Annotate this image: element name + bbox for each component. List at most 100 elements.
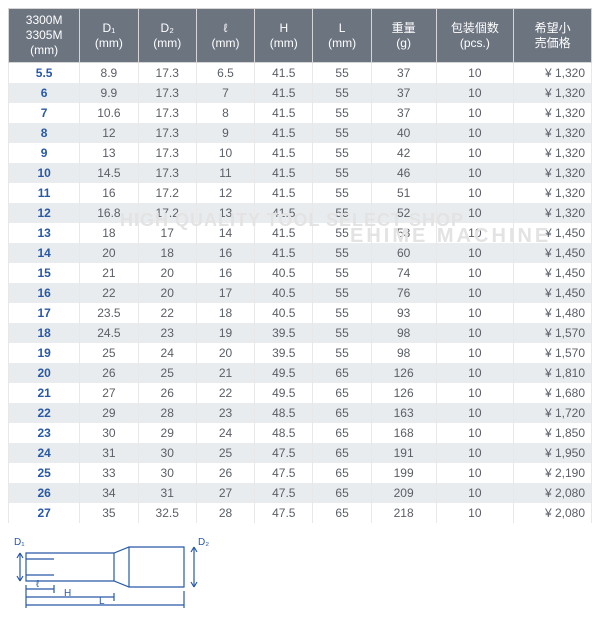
table-cell: 76 <box>371 283 436 303</box>
spec-table: 3300M3305M(mm)D₁(mm)D₂(mm)ℓ(mm)H(mm)L(mm… <box>8 8 592 523</box>
table-cell: 209 <box>371 483 436 503</box>
table-cell: 48.5 <box>255 423 313 443</box>
table-cell: 41.5 <box>255 123 313 143</box>
table-cell: ¥ 1,320 <box>514 63 592 84</box>
table-row: 2431302547.56519110¥ 1,950 <box>9 443 592 463</box>
table-cell: 17.2 <box>138 183 196 203</box>
table-cell: 10 <box>436 443 514 463</box>
table-cell: ¥ 1,320 <box>514 143 592 163</box>
table-cell: ¥ 2,080 <box>514 483 592 503</box>
table-cell: 20 <box>138 283 196 303</box>
table-cell: 10 <box>436 303 514 323</box>
table-cell: 47.5 <box>255 483 313 503</box>
table-cell: 51 <box>371 183 436 203</box>
table-cell: ¥ 1,450 <box>514 283 592 303</box>
table-row: 81217.3941.5554010¥ 1,320 <box>9 123 592 143</box>
table-cell: 21 <box>9 383 80 403</box>
table-cell: 10 <box>9 163 80 183</box>
table-cell: 32.5 <box>138 503 196 523</box>
column-header: 希望小売価格 <box>514 9 592 63</box>
table-cell: 35 <box>80 503 138 523</box>
table-cell: 37 <box>371 83 436 103</box>
table-cell: 46 <box>371 163 436 183</box>
table-cell: ¥ 1,680 <box>514 383 592 403</box>
table-cell: ¥ 1,850 <box>514 423 592 443</box>
table-cell: 22 <box>196 383 254 403</box>
table-cell: 168 <box>371 423 436 443</box>
table-cell: 10 <box>196 143 254 163</box>
table-cell: 55 <box>313 343 371 363</box>
table-cell: 41.5 <box>255 103 313 123</box>
table-cell: 48.5 <box>255 403 313 423</box>
table-cell: 41.5 <box>255 203 313 223</box>
table-cell: 18 <box>138 243 196 263</box>
table-cell: 55 <box>313 63 371 84</box>
table-cell: 55 <box>313 123 371 143</box>
table-cell: 41.5 <box>255 183 313 203</box>
table-row: 1723.5221840.5559310¥ 1,480 <box>9 303 592 323</box>
table-cell: 17.3 <box>138 103 196 123</box>
table-cell: 163 <box>371 403 436 423</box>
table-cell: 47.5 <box>255 503 313 523</box>
table-cell: 14 <box>196 223 254 243</box>
svg-text:L: L <box>99 596 105 607</box>
table-cell: 29 <box>80 403 138 423</box>
table-cell: 41.5 <box>255 143 313 163</box>
table-cell: 17.3 <box>138 123 196 143</box>
table-cell: 23 <box>138 323 196 343</box>
table-cell: 40.5 <box>255 303 313 323</box>
table-cell: 5.5 <box>9 63 80 84</box>
table-cell: 19 <box>9 343 80 363</box>
column-header: ℓ(mm) <box>196 9 254 63</box>
table-cell: 55 <box>313 103 371 123</box>
table-cell: 10 <box>436 343 514 363</box>
table-cell: 10 <box>436 383 514 403</box>
table-row: 1420181641.5556010¥ 1,450 <box>9 243 592 263</box>
column-header: D₁(mm) <box>80 9 138 63</box>
table-cell: 10 <box>436 363 514 383</box>
table-cell: 30 <box>80 423 138 443</box>
table-cell: 25 <box>138 363 196 383</box>
svg-text:D₂: D₂ <box>198 537 209 548</box>
table-cell: 18 <box>80 223 138 243</box>
table-cell: 17.3 <box>138 163 196 183</box>
table-cell: 31 <box>80 443 138 463</box>
column-header: D₂(mm) <box>138 9 196 63</box>
table-cell: 27 <box>196 483 254 503</box>
table-cell: 12 <box>9 203 80 223</box>
table-cell: 41.5 <box>255 63 313 84</box>
table-row: 1014.517.31141.5554610¥ 1,320 <box>9 163 592 183</box>
table-cell: 65 <box>313 503 371 523</box>
table-cell: 24 <box>9 443 80 463</box>
table-cell: 40.5 <box>255 283 313 303</box>
table-row: 111617.21241.5555110¥ 1,320 <box>9 183 592 203</box>
table-cell: 8 <box>9 123 80 143</box>
table-row: 2026252149.56512610¥ 1,810 <box>9 363 592 383</box>
table-cell: 55 <box>313 283 371 303</box>
table-cell: 11 <box>9 183 80 203</box>
table-cell: 13 <box>9 223 80 243</box>
table-cell: 98 <box>371 323 436 343</box>
table-cell: ¥ 1,320 <box>514 83 592 103</box>
table-cell: 65 <box>313 363 371 383</box>
table-row: 1622201740.5557610¥ 1,450 <box>9 283 592 303</box>
table-cell: 10 <box>436 243 514 263</box>
table-cell: 17 <box>196 283 254 303</box>
table-cell: 41.5 <box>255 163 313 183</box>
table-cell: 41.5 <box>255 243 313 263</box>
table-cell: 55 <box>313 83 371 103</box>
table-cell: 40 <box>371 123 436 143</box>
table-cell: 15 <box>9 263 80 283</box>
table-cell: 10 <box>436 83 514 103</box>
table-row: 2634312747.56520910¥ 2,080 <box>9 483 592 503</box>
table-cell: 65 <box>313 383 371 403</box>
table-cell: 20 <box>196 343 254 363</box>
table-cell: 65 <box>313 443 371 463</box>
table-row: 91317.31041.5554210¥ 1,320 <box>9 143 592 163</box>
table-cell: 28 <box>138 403 196 423</box>
table-cell: ¥ 1,810 <box>514 363 592 383</box>
table-cell: 13 <box>80 143 138 163</box>
table-cell: 55 <box>313 263 371 283</box>
table-cell: ¥ 1,480 <box>514 303 592 323</box>
table-cell: 42 <box>371 143 436 163</box>
